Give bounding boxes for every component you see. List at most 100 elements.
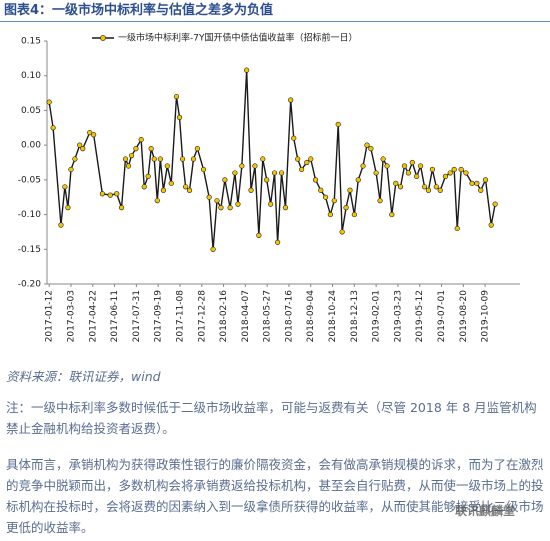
source: 资料来源：联讯证券，wind — [6, 369, 161, 384]
x-tick-label: 2019-07-01 — [437, 290, 447, 342]
x-tick-label: 2018-10-24 — [328, 290, 338, 343]
data-point — [458, 166, 464, 173]
data-point — [364, 142, 370, 148]
data-point — [298, 166, 305, 173]
data-point — [77, 142, 83, 148]
data-point — [418, 163, 424, 169]
data-point — [339, 229, 345, 235]
data-point — [183, 184, 189, 190]
data-point — [351, 211, 357, 218]
data-point — [210, 246, 216, 252]
body-text: 具体而言，承销机构为获得政策性银行的廉价隔夜资金，会有做高承销规模的诉求，而为了… — [6, 457, 544, 535]
data-point — [454, 225, 460, 232]
x-tick-label: 2019-10-09 — [481, 290, 491, 343]
data-point — [282, 205, 289, 211]
data-point — [264, 177, 270, 183]
data-point — [65, 205, 71, 211]
data-point — [343, 205, 349, 211]
data-point — [278, 170, 285, 176]
data-point — [380, 156, 386, 162]
x-tick-label: 2017-12-28 — [197, 290, 207, 343]
data-point — [176, 114, 183, 120]
data-point — [397, 184, 404, 190]
data-point — [87, 130, 93, 136]
y-tick-label: -0.10 — [18, 210, 42, 220]
data-point — [268, 201, 274, 207]
data-point — [222, 177, 228, 183]
x-tick-label: 2019-08-20 — [459, 290, 469, 343]
x-tick-label: 2018-04-07 — [241, 290, 251, 342]
x-tick-label: 2019-02-01 — [372, 290, 382, 342]
y-tick-label: 0.05 — [21, 106, 41, 116]
data-point — [271, 170, 278, 176]
data-point — [373, 170, 379, 176]
data-point — [256, 232, 262, 238]
data-point — [442, 173, 449, 179]
x-tick-label: 2017-07-31 — [132, 290, 142, 342]
data-point — [463, 170, 469, 176]
data-point — [414, 173, 420, 179]
y-tick-label: 0.15 — [21, 37, 41, 47]
data-point — [232, 170, 238, 176]
data-point — [138, 136, 144, 143]
data-point — [433, 184, 439, 190]
data-point — [190, 156, 197, 162]
x-tick-label: 2017-03-03 — [66, 290, 76, 342]
data-point — [227, 205, 233, 211]
data-point — [478, 187, 484, 193]
data-point — [72, 156, 78, 162]
data-point — [141, 184, 147, 190]
data-point — [327, 211, 333, 218]
data-point — [206, 194, 212, 200]
data-point — [114, 191, 120, 197]
note: 注：一级中标利率多数时候低于二级市场收益率，可能与返费有关（尽管 2018 年 … — [6, 400, 537, 436]
x-tick-label: 2017-11-08 — [175, 290, 185, 343]
data-point — [68, 166, 74, 173]
data-point — [331, 198, 337, 204]
data-point — [164, 163, 170, 169]
x-tick-label: 2017-01-12 — [45, 290, 55, 342]
y-tick-label: 0.00 — [21, 141, 41, 151]
data-point — [451, 166, 457, 173]
data-point — [437, 187, 443, 193]
watermark: 联讯麒麟堂 — [455, 504, 516, 518]
x-tick-label: 2018-07-16 — [284, 290, 294, 343]
data-point — [393, 180, 399, 186]
data-point — [218, 205, 224, 211]
data-point — [194, 146, 201, 152]
data-point — [360, 163, 366, 169]
data-point — [160, 187, 166, 193]
x-tick-label: 2018-05-27 — [263, 290, 273, 342]
data-point — [128, 152, 135, 159]
data-point — [355, 177, 361, 183]
data-point — [421, 184, 428, 190]
data-point — [133, 146, 139, 152]
data-point — [492, 201, 498, 207]
data-point — [186, 187, 193, 193]
data-point — [239, 163, 245, 169]
y-tick-label: 0.10 — [21, 71, 41, 81]
data-point — [244, 67, 250, 73]
figure-title: 图表4：一级市场中标利率与估值之差多为负值 — [0, 0, 550, 22]
data-point — [157, 156, 163, 162]
data-point — [151, 156, 157, 162]
x-tick-label: 2017-09-19 — [154, 290, 164, 343]
x-tick-label: 2019-03-23 — [393, 290, 403, 342]
x-tick-label: 2018-09-04 — [306, 290, 316, 343]
x-tick-label: 2017-04-22 — [88, 290, 98, 342]
data-point — [295, 156, 301, 162]
data-point — [368, 146, 374, 152]
data-point — [401, 163, 408, 169]
data-point — [145, 173, 151, 179]
data-point — [179, 156, 186, 162]
data-point — [347, 187, 353, 193]
data-point — [335, 121, 341, 127]
data-point — [58, 222, 64, 228]
data-point — [377, 198, 383, 204]
data-point — [125, 163, 132, 169]
data-point — [291, 135, 297, 141]
data-point — [80, 146, 86, 152]
data-point — [99, 191, 105, 197]
data-point — [248, 187, 254, 193]
